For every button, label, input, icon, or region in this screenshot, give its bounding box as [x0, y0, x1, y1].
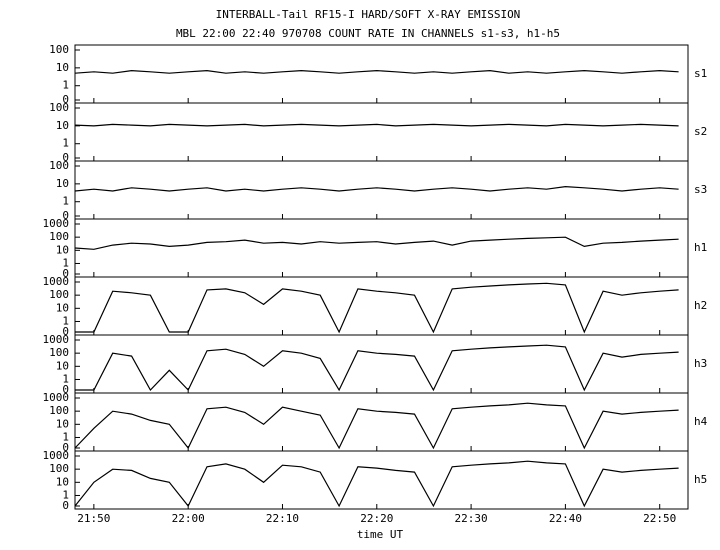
y-tick-label: 1 — [62, 195, 69, 208]
panel-frame — [74, 102, 689, 162]
chart-subtitle: MBL 22:00 22:40 970708 COUNT RATE IN CHA… — [176, 27, 560, 40]
panel-frame — [74, 450, 689, 510]
x-tick-label: 22:10 — [266, 512, 299, 525]
y-tick-label: 0 — [62, 93, 69, 106]
series-name: s2 — [694, 125, 707, 138]
series-name: h3 — [694, 357, 707, 370]
y-tick-label: 10 — [56, 243, 69, 256]
y-tick-label: 0 — [62, 267, 69, 280]
y-tick-label: 1 — [62, 430, 69, 443]
y-tick-label: 100 — [49, 462, 69, 475]
y-tick-label: 1 — [62, 488, 69, 501]
y-tick-label: 100 — [49, 404, 69, 417]
panel-frame — [74, 218, 689, 278]
y-tick-label: 10 — [56, 177, 69, 190]
panel-frame — [74, 44, 689, 104]
series-line — [75, 282, 679, 334]
y-tick-label: 1 — [62, 256, 69, 269]
x-axis-label: time UT — [357, 528, 404, 541]
y-tick-label: 100 — [49, 159, 69, 172]
x-tick-label: 22:20 — [360, 512, 393, 525]
y-tick-label: 10 — [56, 417, 69, 430]
series-name: h5 — [694, 473, 707, 486]
chart-title: INTERBALL-Tail RF15-I HARD/SOFT X-RAY EM… — [216, 8, 521, 21]
series-line — [74, 69, 679, 74]
y-tick-label: 1000 — [43, 275, 70, 288]
y-tick-label: 100 — [49, 346, 69, 359]
series-line — [75, 344, 679, 392]
y-tick-label: 1 — [62, 137, 69, 150]
series-name: s3 — [694, 183, 707, 196]
panel-frame — [74, 160, 689, 220]
y-tick-label: 100 — [49, 288, 69, 301]
series-line — [74, 460, 679, 508]
panel-frame — [74, 334, 689, 394]
y-tick-label: 100 — [49, 101, 69, 114]
y-tick-label: 10 — [56, 119, 69, 132]
y-tick-label: 0 — [62, 441, 69, 454]
y-tick-label: 0 — [62, 209, 69, 222]
series-name: h4 — [694, 415, 708, 428]
series-line — [74, 236, 679, 250]
panel-frame — [74, 392, 689, 452]
y-tick-label: 100 — [49, 43, 69, 56]
series-line — [74, 402, 679, 450]
y-tick-label: 1000 — [43, 333, 70, 346]
series-name: s1 — [694, 67, 707, 80]
y-tick-label: 0 — [62, 151, 69, 164]
y-tick-label: 1000 — [43, 217, 70, 230]
y-tick-label: 100 — [49, 230, 69, 243]
y-tick-label: 10 — [56, 61, 69, 74]
y-tick-label: 10 — [56, 475, 69, 488]
y-tick-label: 0 — [62, 499, 69, 512]
x-tick-label: 22:50 — [643, 512, 676, 525]
series-name: h1 — [694, 241, 707, 254]
series-line — [74, 123, 679, 127]
y-tick-label: 10 — [56, 301, 69, 314]
x-tick-label: 22:00 — [172, 512, 205, 525]
x-tick-label: 21:50 — [77, 512, 110, 525]
x-tick-label: 22:30 — [455, 512, 488, 525]
y-tick-label: 0 — [62, 383, 69, 396]
y-tick-label: 1000 — [43, 449, 70, 462]
x-tick-label: 22:40 — [549, 512, 582, 525]
y-tick-label: 10 — [56, 359, 69, 372]
series-name: h2 — [694, 299, 707, 312]
y-tick-label: 1 — [62, 79, 69, 92]
y-tick-label: 1 — [62, 314, 69, 327]
y-tick-label: 1000 — [43, 391, 70, 404]
y-tick-label: 1 — [62, 372, 69, 385]
y-tick-label: 0 — [62, 325, 69, 338]
series-line — [74, 185, 679, 192]
